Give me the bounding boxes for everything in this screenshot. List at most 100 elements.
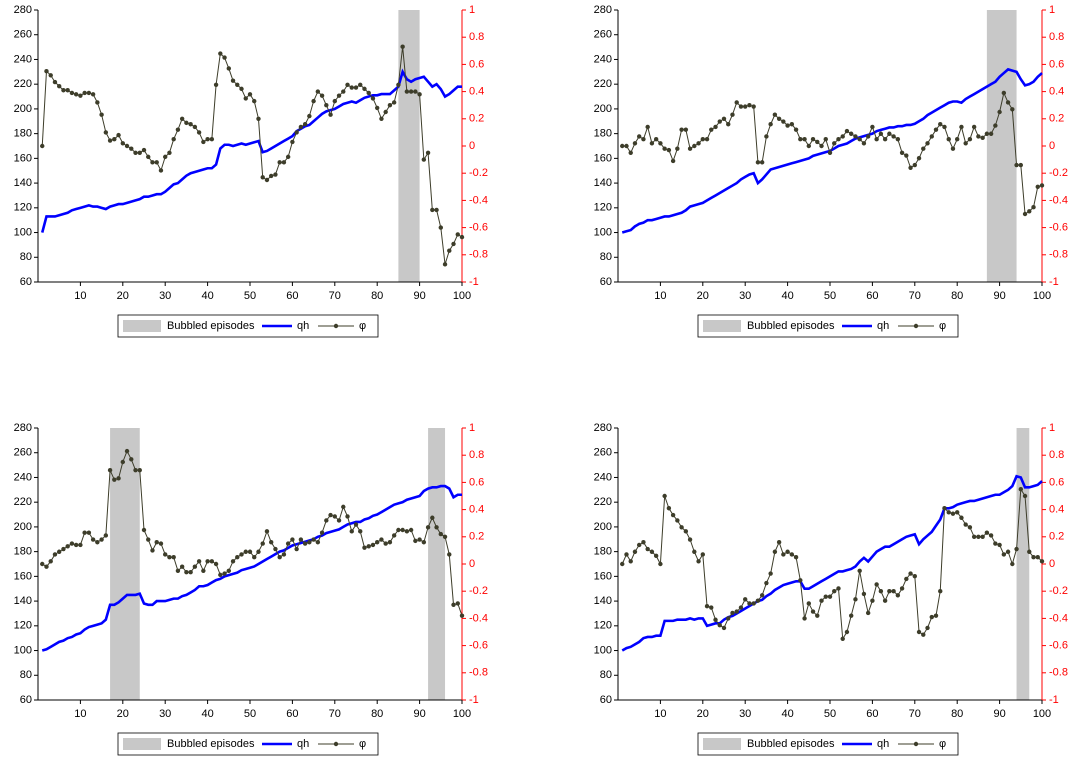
phi-marker [887, 131, 892, 136]
phi-marker [256, 116, 261, 122]
phi-marker [726, 616, 731, 621]
phi-marker [666, 506, 672, 511]
x-tick-label: 100 [1033, 290, 1051, 302]
phi-marker [692, 143, 697, 149]
phi-marker [806, 601, 811, 606]
y-tick-label: 220 [14, 496, 32, 508]
phi-marker [955, 137, 960, 142]
phi-marker [993, 123, 998, 128]
phi-marker [734, 100, 739, 105]
phi-marker [408, 89, 414, 94]
phi-marker [793, 127, 799, 132]
bubble-episode [1016, 428, 1030, 700]
phi-marker [946, 137, 951, 142]
phi-marker [764, 580, 769, 586]
y-tick-label: 100 [594, 226, 612, 238]
phi-marker [421, 540, 427, 545]
phi-marker [696, 141, 701, 146]
phi-marker [933, 613, 939, 618]
phi-marker [810, 137, 816, 142]
x-tick-label: 90 [993, 290, 1005, 302]
phi-marker [319, 93, 325, 98]
phi-marker [370, 542, 376, 548]
phi-marker [302, 122, 308, 127]
phi-marker [1039, 183, 1045, 188]
phi-marker [679, 127, 684, 132]
phi-marker [865, 610, 871, 616]
phi-marker [112, 137, 117, 142]
phi-marker [269, 173, 274, 179]
phi-marker [904, 576, 909, 582]
y2-tick-label: -1 [469, 276, 479, 288]
phi-marker [874, 582, 879, 587]
phi-marker [239, 552, 244, 557]
phi-marker [78, 93, 83, 98]
phi-marker [1010, 561, 1015, 567]
phi-marker [281, 160, 287, 165]
phi-marker [717, 623, 722, 628]
qh-line [41, 484, 462, 652]
phi-marker [658, 141, 663, 146]
y-tick-label: 80 [600, 669, 612, 681]
y2-tick-label: -0.6 [1049, 640, 1068, 652]
y2-tick-label: 1 [1049, 4, 1055, 16]
phi-marker [324, 103, 329, 108]
phi-marker [277, 555, 282, 560]
x-tick-label: 20 [117, 290, 129, 302]
phi-marker [687, 537, 693, 542]
phi-marker [785, 123, 790, 128]
x-tick-label: 80 [371, 708, 383, 720]
phi-marker [150, 160, 155, 165]
phi-marker [704, 603, 710, 609]
phi-marker [358, 82, 363, 88]
phi-marker [658, 561, 663, 567]
phi-marker [298, 537, 304, 542]
phi-marker [209, 559, 215, 564]
phi-marker [332, 98, 337, 104]
phi-marker [150, 548, 155, 553]
phi-marker [188, 122, 193, 127]
x-tick-label: 100 [453, 708, 471, 720]
phi-marker [44, 564, 49, 569]
x-tick-label: 70 [909, 708, 921, 720]
phi-marker [891, 134, 896, 139]
phi-marker [1010, 107, 1015, 112]
phi-marker [192, 564, 198, 569]
phi-marker [281, 552, 287, 557]
phi-marker [201, 568, 206, 573]
phi-marker [1022, 211, 1028, 217]
x-tick-label: 50 [244, 708, 256, 720]
phi-marker [793, 555, 799, 560]
phi-marker [116, 476, 121, 481]
y-tick-label: 220 [594, 78, 612, 90]
x-tick-label: 50 [824, 708, 836, 720]
phi-marker [632, 141, 638, 146]
y2-tick-label: -1 [1049, 694, 1059, 706]
phi-marker [408, 527, 414, 533]
phi-marker [158, 168, 164, 173]
y-tick-label: 280 [14, 4, 32, 16]
phi-marker [1031, 205, 1036, 210]
phi-marker [383, 541, 388, 546]
phi-marker [946, 510, 951, 515]
y2-tick-label: -0.2 [469, 585, 488, 597]
phi-marker [396, 82, 401, 88]
phi-marker [776, 540, 782, 545]
y-tick-label: 180 [594, 128, 612, 140]
phi-marker [751, 104, 756, 109]
phi-marker [649, 549, 655, 554]
y2-tick-label: -0.8 [1049, 249, 1068, 261]
y-tick-label: 120 [14, 202, 32, 214]
legend-label: Bubbled episodes [747, 738, 835, 750]
y2-tick-label: 1 [469, 4, 475, 16]
y2-tick-label: 0.6 [469, 476, 484, 488]
phi-marker [40, 143, 45, 149]
phi-marker [819, 598, 824, 603]
y-tick-label: 260 [594, 447, 612, 459]
phi-marker [269, 540, 274, 545]
phi-marker [836, 586, 841, 591]
legend-label: φ [359, 738, 366, 750]
phi-marker [375, 540, 380, 545]
x-tick-label: 30 [159, 290, 171, 302]
phi-marker [73, 92, 79, 97]
